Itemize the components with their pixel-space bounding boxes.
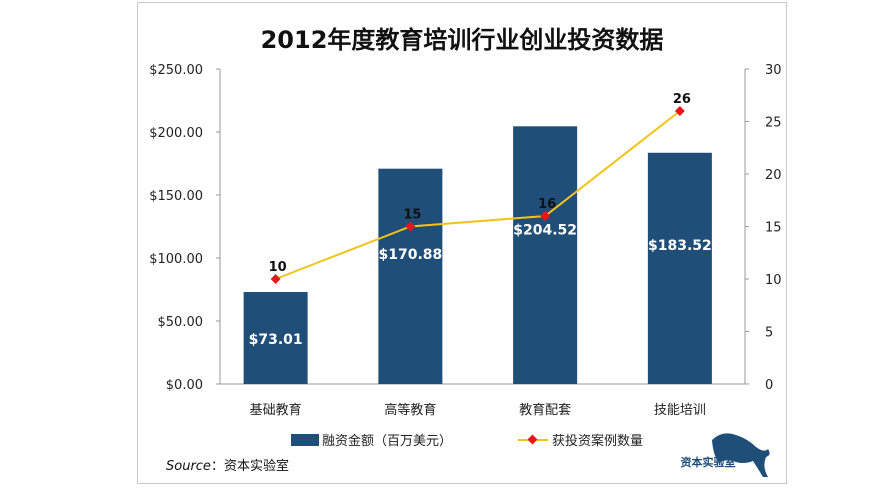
legend-line-label: 获投资案例数量 [552, 433, 643, 449]
chart-title: 2012年度教育培训行业创业投资数据 [261, 26, 664, 54]
category-label: 教育配套 [519, 402, 571, 418]
right-tick-label: 10 [765, 273, 782, 288]
bar [378, 168, 443, 384]
legend-line-marker [527, 434, 538, 445]
right-tick-label: 15 [765, 221, 782, 236]
right-tick-label: 30 [765, 63, 782, 78]
bar-data-label: $170.88 [378, 247, 442, 263]
category-label: 高等教育 [384, 402, 436, 418]
source-text: 资本实验室 [224, 458, 289, 474]
right-tick-label: 5 [765, 326, 773, 341]
line-data-label: 10 [269, 260, 287, 275]
line-marker [674, 106, 685, 116]
bar-data-label: $73.01 [249, 332, 303, 348]
source-sep: ： [211, 459, 224, 474]
bar-data-label: $204.52 [513, 223, 577, 239]
logo: 资本实验室 [681, 433, 770, 477]
right-tick-label: 20 [765, 168, 782, 183]
legend: 融资金额（百万美元） 获投资案例数量 [291, 433, 643, 449]
legend-bar-swatch [291, 434, 319, 446]
bar [513, 126, 578, 384]
category-label: 技能培训 [654, 402, 706, 418]
line-data-label: 16 [538, 197, 556, 212]
bar-data-label: $183.52 [648, 238, 712, 254]
source-note: Source：资本实验室 [166, 458, 289, 474]
left-tick-label: $0.00 [166, 378, 203, 393]
line-series [275, 110, 681, 280]
left-tick-label: $200.00 [149, 126, 203, 141]
left-tick-label: $100.00 [149, 252, 203, 267]
left-tick-label: $150.00 [149, 189, 203, 204]
bar [647, 152, 712, 384]
line-data-label: 15 [403, 208, 421, 223]
right-tick-label: 0 [765, 378, 773, 393]
right-tick-label: 25 [765, 116, 782, 131]
source-prefix: Source [166, 459, 211, 474]
line-marker [405, 221, 416, 232]
legend-bar-label: 融资金额（百万美元） [322, 433, 452, 449]
logo-text: 资本实验室 [681, 455, 736, 469]
line-data-label: 26 [673, 92, 691, 107]
bar [243, 292, 308, 384]
category-label: 基础教育 [250, 402, 302, 418]
panther-logo-icon [712, 433, 770, 477]
line-marker [270, 274, 281, 284]
chart-frame [137, 2, 787, 484]
line-marker [540, 211, 551, 221]
left-tick-label: $50.00 [158, 315, 204, 330]
left-tick-label: $250.00 [149, 63, 203, 78]
